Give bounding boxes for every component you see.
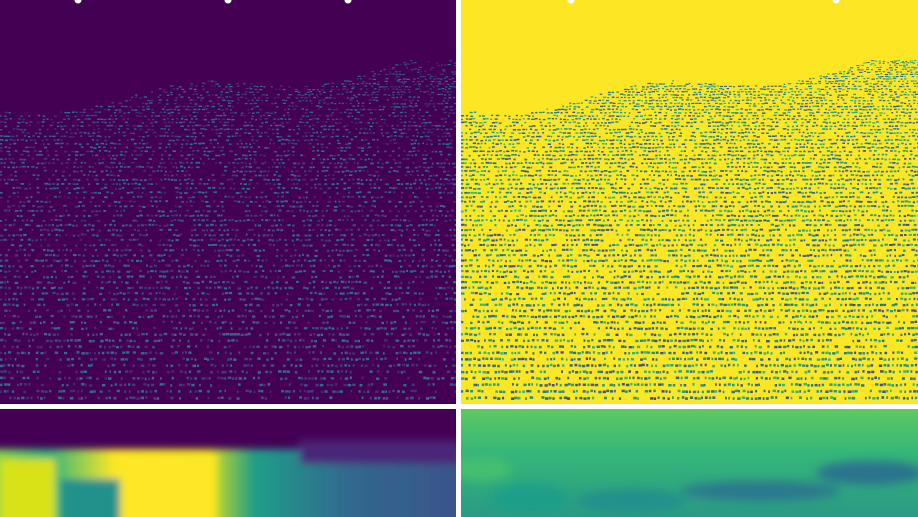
dense-depth-left-object — [0, 459, 55, 517]
sparse-error-panel — [461, 0, 918, 404]
dense-error-blob — [681, 481, 841, 501]
dense-depth-mid-object — [60, 479, 120, 517]
dense-error-image — [461, 409, 918, 517]
dense-error-blob — [816, 461, 918, 485]
dense-depth-fade — [0, 409, 456, 449]
top-marker — [344, 0, 352, 4]
dense-depth-image — [0, 409, 456, 517]
dense-error-panel — [461, 409, 918, 517]
sparse-depth-panel — [0, 0, 456, 404]
sparse-error-image — [461, 0, 918, 404]
top-marker — [224, 0, 232, 4]
sparse-error-points — [461, 60, 918, 400]
dense-error-blob — [491, 485, 571, 513]
dense-error-blob — [461, 457, 511, 481]
dense-depth-panel — [0, 409, 456, 517]
sparse-depth-points — [0, 60, 456, 400]
sparse-depth-image — [0, 0, 456, 404]
dense-error-blob — [576, 489, 686, 513]
sparse-depth-background — [0, 0, 456, 404]
top-marker — [832, 0, 840, 4]
dense-depth-near-object — [122, 453, 217, 517]
top-marker — [74, 0, 82, 4]
top-marker — [567, 0, 575, 4]
